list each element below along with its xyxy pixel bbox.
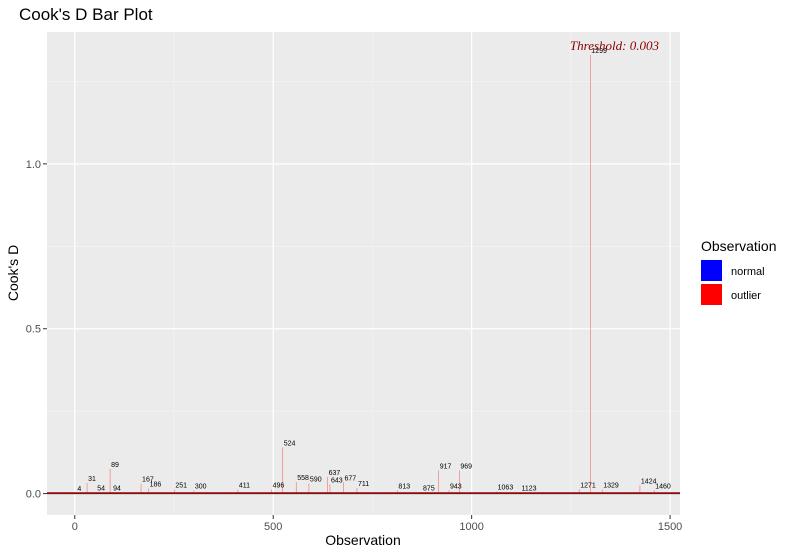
- x-tick-label: 500: [264, 521, 282, 533]
- observation-label: 677: [344, 475, 356, 482]
- x-tick-label: 0: [72, 521, 78, 533]
- legend-label-outlier: outlier: [731, 290, 761, 302]
- observation-label: 94: [113, 485, 121, 492]
- legend-key-normal: [701, 260, 722, 281]
- x-axis: 0 500 1000 1500: [72, 515, 682, 533]
- observation-label: 524: [284, 440, 296, 447]
- observation-label: 4: [77, 486, 81, 493]
- x-tick-label: 1000: [459, 521, 483, 533]
- observation-label: 1329: [603, 483, 619, 490]
- observation-label: 558: [297, 475, 309, 482]
- observation-label: 643: [331, 477, 343, 484]
- observation-label: 711: [358, 481, 369, 488]
- observation-label: 1123: [521, 485, 536, 492]
- legend-label-normal: normal: [731, 266, 765, 278]
- observation-label: 167: [142, 477, 154, 484]
- observation-label: 1299: [591, 48, 607, 55]
- chart-title: Cook's D Bar Plot: [19, 5, 153, 24]
- plot-panel: [47, 32, 680, 515]
- observation-label: 89: [111, 462, 119, 469]
- y-axis-title: Cook's D: [5, 245, 21, 301]
- x-axis-title: Observation: [325, 532, 400, 548]
- observation-label: 969: [460, 463, 472, 470]
- observation-label: 1460: [655, 483, 671, 490]
- observation-label: 31: [88, 476, 96, 483]
- bars-layer: [76, 55, 655, 494]
- observation-label: 875: [423, 485, 435, 492]
- y-tick-label: 0.5: [26, 324, 41, 336]
- observation-label: 300: [195, 484, 207, 491]
- observation-label: 637: [329, 470, 341, 477]
- legend-key-outlier: [701, 284, 722, 305]
- y-axis: 0.0 0.5 1.0: [26, 159, 47, 501]
- observation-label: 943: [450, 483, 462, 490]
- observation-label: 1063: [498, 485, 514, 492]
- y-tick-label: 0.0: [26, 489, 41, 501]
- observation-label: 590: [310, 477, 322, 484]
- observation-label: 1271: [580, 482, 596, 489]
- observation-label: 917: [440, 463, 452, 470]
- grid-minor: [47, 32, 680, 515]
- observation-label: 1424: [641, 478, 657, 485]
- observation-label: 813: [398, 483, 410, 490]
- observation-label: 411: [239, 483, 250, 490]
- x-tick-label: 1500: [658, 521, 682, 533]
- threshold-label: Threshold: 0.003: [570, 38, 660, 53]
- observation-label: 186: [150, 482, 162, 489]
- observation-label: 251: [175, 483, 187, 490]
- observation-label: 54: [97, 485, 105, 492]
- y-tick-label: 1.0: [26, 159, 41, 171]
- legend-title: Observation: [701, 238, 776, 254]
- observation-label: 496: [273, 483, 285, 490]
